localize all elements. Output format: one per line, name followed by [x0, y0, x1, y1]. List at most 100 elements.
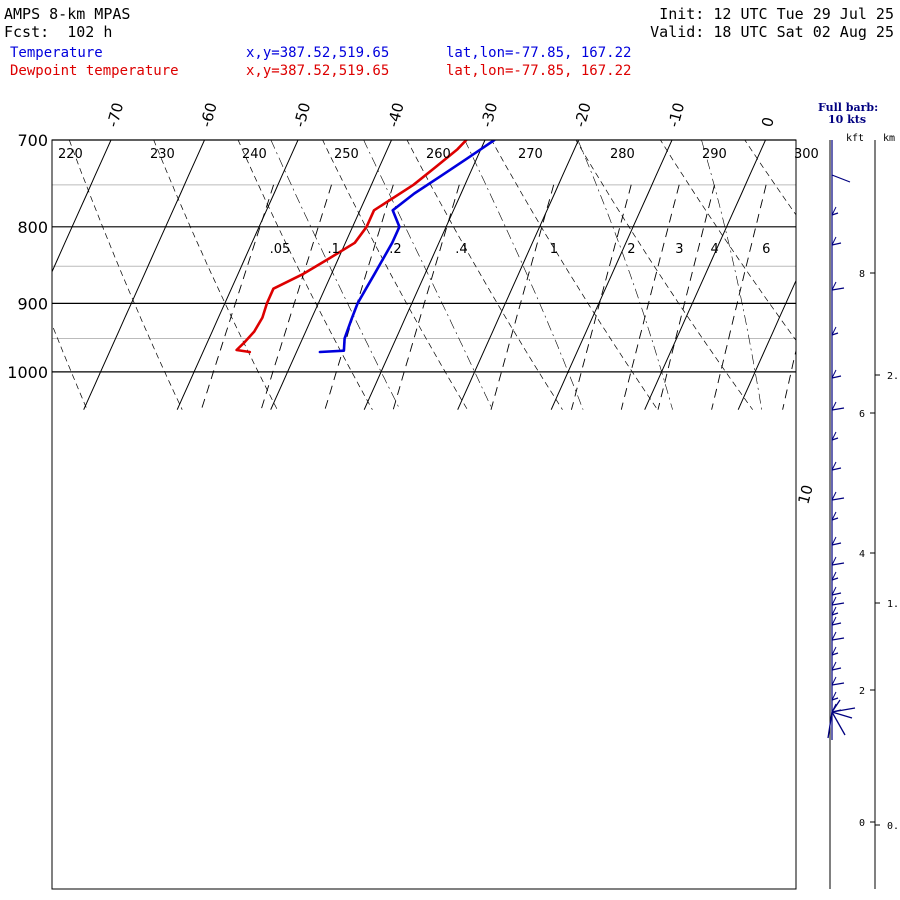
wind-barb: [831, 676, 837, 686]
kft-tick-label: 8: [859, 269, 865, 280]
init-time: Init: 12 UTC Tue 29 Jul 25: [659, 5, 894, 23]
wind-barb: [831, 437, 839, 441]
wind-barb: [831, 616, 837, 626]
wind-barb: [831, 517, 839, 521]
mixing-ratio-label: 3: [675, 242, 683, 257]
km-label: km: [883, 133, 896, 144]
wind-barb: [831, 691, 837, 701]
dry-adiabat-label: 270: [518, 147, 543, 162]
mixing-ratio-line: [657, 184, 715, 410]
dewpoint-legend-label: Dewpoint temperature: [10, 63, 179, 79]
mixing-ratio-line: [711, 184, 767, 410]
kft-tick-label: 4: [859, 549, 865, 560]
isotherm-line: [363, 140, 486, 410]
wind-barb: [831, 287, 845, 291]
isotherm-line: [83, 140, 206, 410]
wind-barb: [827, 711, 833, 739]
isotherm-line: [457, 140, 580, 410]
isotherm-label: -50: [290, 101, 314, 129]
isotherm-label: -60: [197, 101, 221, 129]
wind-barb: [831, 407, 845, 411]
wind-barb: [831, 206, 837, 216]
dewpoint-profile-line: [235, 140, 468, 354]
wind-barb: [831, 562, 845, 566]
isotherm-line: [832, 121, 900, 410]
wind-barb: [831, 332, 839, 336]
wind-barb: [831, 667, 842, 671]
moist-adiabat: [363, 140, 493, 410]
dry-adiabat: [816, 121, 900, 410]
temperature-profile-line: [318, 140, 496, 354]
wind-barb: [831, 571, 837, 581]
mixing-ratio-line: [490, 184, 555, 410]
dry-adiabat-label: 230: [150, 147, 175, 162]
plot-frame: [51, 139, 797, 890]
isotherm-label: 0: [758, 115, 778, 129]
wind-barb: [831, 511, 837, 521]
wind-barb: [831, 212, 839, 216]
wind-barb: [831, 596, 837, 606]
temperature-latlon: lat,lon=-77.85, 167.22: [446, 45, 632, 61]
dry-adiabat: [406, 140, 563, 410]
mixing-ratio-line: [260, 184, 332, 410]
wind-barb: [831, 652, 839, 656]
isotherm-label: -30: [477, 101, 501, 129]
wind-barb: [831, 697, 839, 701]
mixing-ratio-label: 2: [627, 242, 635, 257]
wind-barb: [831, 577, 839, 581]
wind-barb: [831, 661, 837, 671]
km-tick-label: 0.: [887, 821, 899, 832]
wind-barb: [831, 646, 837, 656]
temperature-legend-label: Temperature: [10, 45, 103, 61]
km-tick-label: 2.: [887, 371, 899, 382]
wind-barb: [831, 140, 851, 183]
mixing-ratio-label: .05: [270, 242, 291, 257]
mixing-ratio-line: [782, 348, 796, 410]
wind-barb: [831, 682, 845, 686]
dry-adiabat-label: 260: [426, 147, 451, 162]
dry-adiabat: [322, 140, 468, 410]
isotherm-line: [550, 140, 673, 410]
mixing-ratio-label: 1: [550, 242, 558, 257]
isotherm-line: [737, 279, 796, 410]
pressure-tick-label: 1000: [7, 363, 48, 382]
mixing-ratio-label: 6: [762, 242, 770, 257]
wind-barb: [831, 631, 837, 641]
isotherm-line: [270, 140, 393, 410]
isotherm-label: -40: [384, 101, 408, 129]
isotherm-label: -20: [571, 101, 595, 129]
forecast-hour: Fcst: 102 h: [4, 23, 113, 41]
dry-adiabat: [52, 323, 88, 410]
wind-barb-column: 8 6 4 2 0 2. 1. 0.: [827, 140, 899, 889]
moist-adiabat: [270, 140, 401, 410]
wind-barb: [831, 556, 837, 566]
moist-adiabat: [823, 121, 851, 410]
wind-barb: [831, 536, 837, 546]
wind-barb: [831, 491, 837, 501]
kft-tick-label: 6: [859, 409, 865, 420]
wind-barb: [831, 431, 837, 441]
mixing-ratio-line: [200, 184, 275, 410]
dry-adiabat-label: 290: [702, 147, 727, 162]
kft-tick-label: 2: [859, 686, 865, 697]
wind-barb: [831, 622, 842, 626]
isotherm-label: -10: [664, 101, 688, 129]
wind-barb: [831, 606, 837, 616]
dry-adiabat-label: 220: [58, 147, 83, 162]
wind-barb: [831, 281, 837, 291]
isotherm-label: -70: [103, 101, 127, 129]
wind-barb: [831, 401, 837, 411]
series-lines: [235, 140, 496, 354]
isotherm-line: [52, 140, 112, 274]
pressure-tick-label: 800: [17, 218, 48, 237]
dry-adiabat-label: 250: [334, 147, 359, 162]
pressure-tick-label: 900: [17, 294, 48, 313]
pressure-tick-label: 700: [17, 131, 48, 150]
background-grid: [52, 121, 900, 410]
mixing-ratio-label: .4: [455, 242, 467, 257]
moist-adiabat: [577, 140, 673, 410]
barb-legend-title: Full barb:: [818, 101, 879, 114]
kft-tick-label: 0: [859, 818, 865, 829]
mixing-ratio-line: [620, 184, 680, 410]
